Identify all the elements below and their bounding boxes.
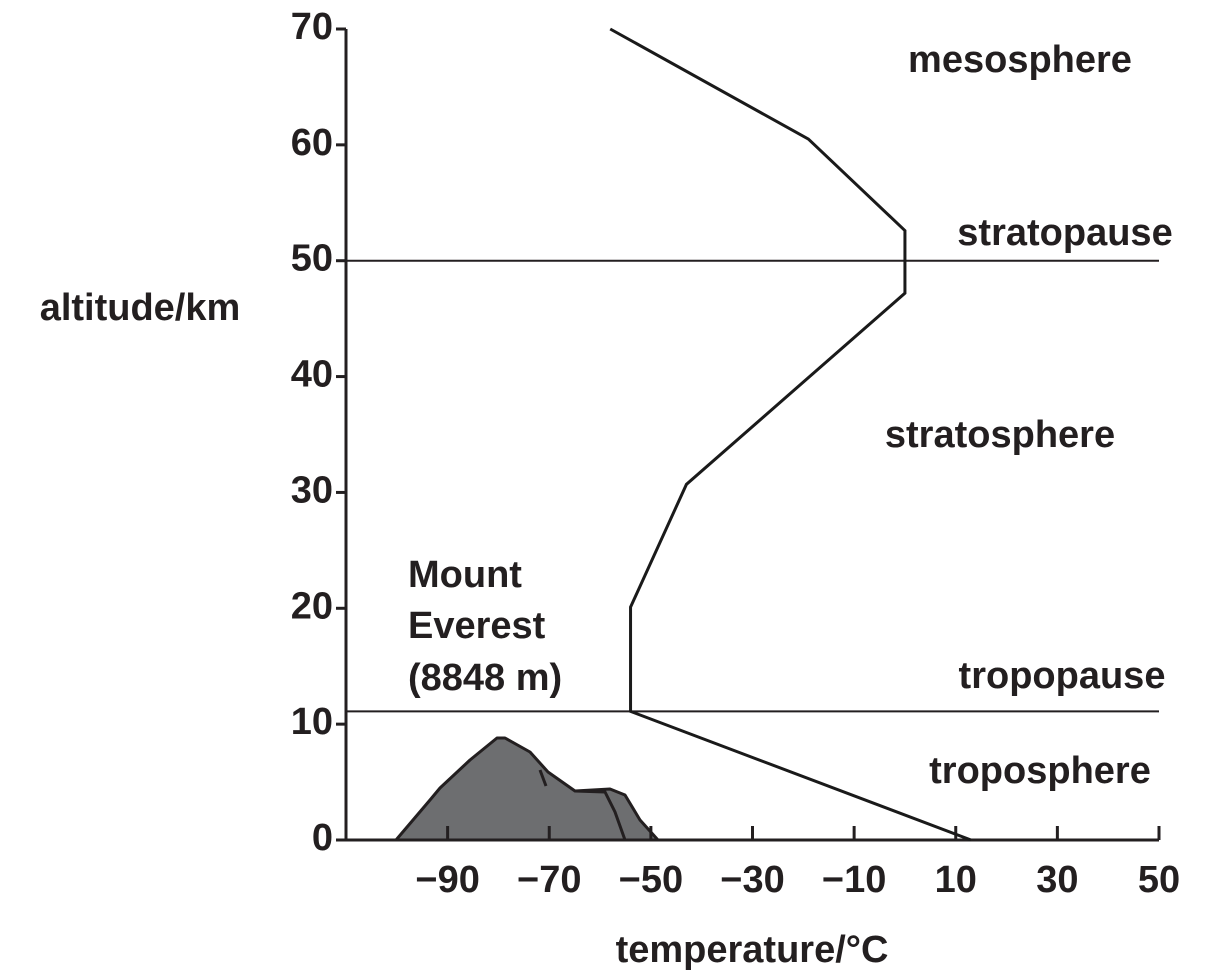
reference-label: tropopause — [959, 655, 1166, 697]
y-tick-label: 60 — [291, 122, 333, 164]
reference-label: stratopause — [957, 212, 1172, 254]
annotation: (8848 m) — [408, 657, 562, 699]
y-tick-label: 0 — [312, 817, 333, 859]
y-tick-label: 70 — [291, 6, 333, 48]
annotation: Everest — [408, 605, 546, 647]
x-tick-label: −50 — [619, 859, 683, 901]
x-tick-label: 10 — [935, 859, 977, 901]
y-tick-label: 40 — [291, 354, 333, 396]
mountain-ridge — [538, 769, 627, 841]
x-tick-label: 30 — [1036, 859, 1078, 901]
y-tick-label: 10 — [291, 701, 333, 743]
annotation: Mount — [408, 554, 522, 596]
annotation: troposphere — [929, 750, 1151, 792]
x-tick-label: −90 — [415, 859, 479, 901]
y-tick-label: 30 — [291, 469, 333, 511]
y-tick-label: 50 — [291, 238, 333, 280]
y-axis-title: altitude/km — [40, 287, 241, 329]
annotation: stratosphere — [885, 414, 1115, 456]
x-tick-label: −70 — [517, 859, 581, 901]
x-tick-label: 50 — [1138, 859, 1180, 901]
annotation: mesosphere — [908, 39, 1132, 81]
x-axis-title: temperature/°C — [616, 929, 889, 971]
y-tick-label: 20 — [291, 585, 333, 627]
x-tick-label: −10 — [822, 859, 886, 901]
mountain — [394, 736, 660, 842]
temperature-line — [609, 27, 972, 842]
x-tick-label: −30 — [720, 859, 784, 901]
